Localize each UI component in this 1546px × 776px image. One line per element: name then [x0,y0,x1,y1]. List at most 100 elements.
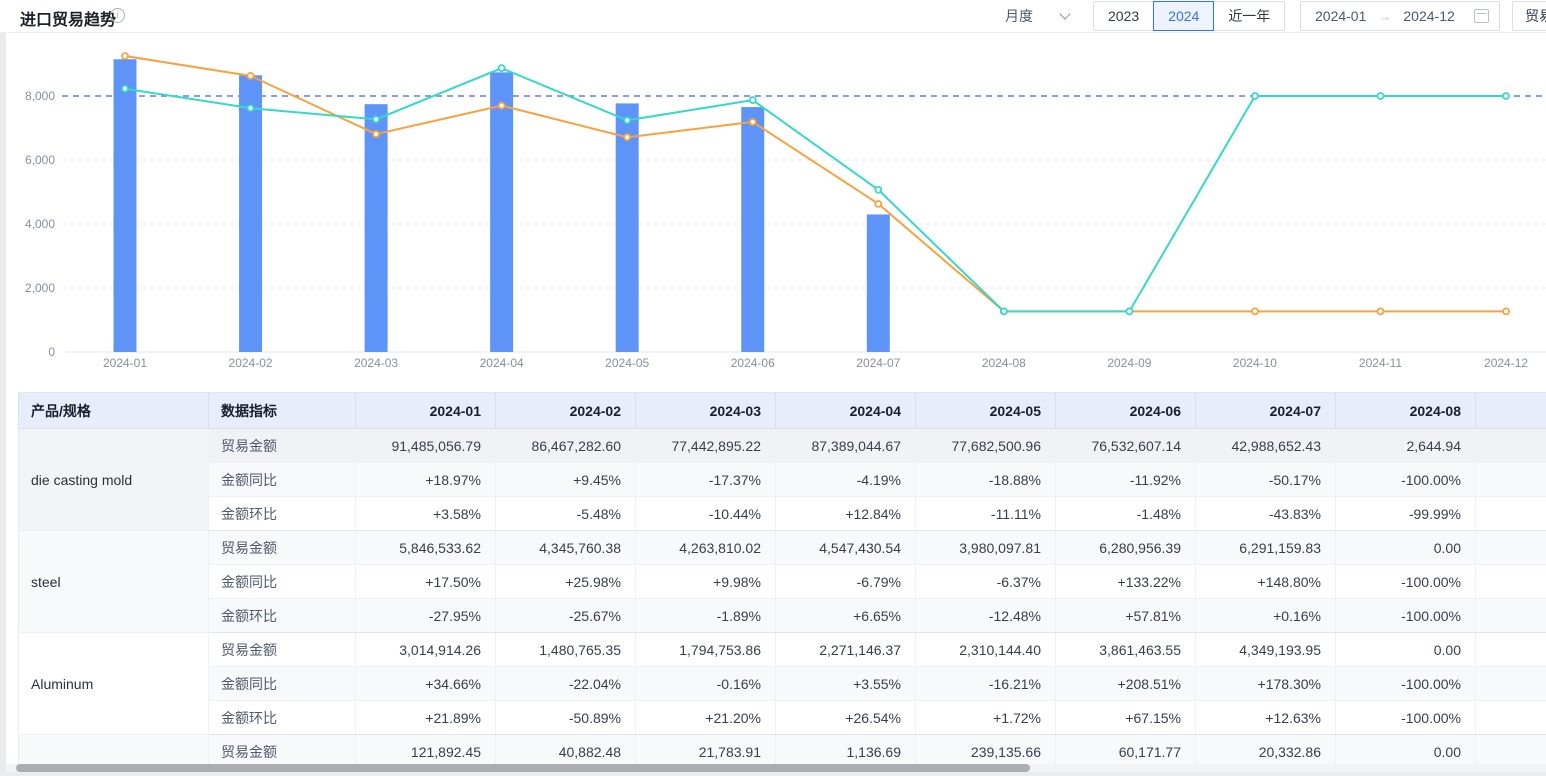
table-cell: 76,532,607.14 [1055,428,1196,463]
date-range-picker[interactable]: 2024-01 → 2024-12 [1300,1,1500,31]
chevron-down-icon [1059,8,1071,20]
table-cell: +1.72% [915,700,1056,735]
table-cell: -5.48% [495,496,636,531]
line-teal-point [1502,92,1510,100]
table-cell: +67.15% [1055,700,1196,735]
table-cell: -6.79% [775,564,916,599]
table-row: 金额环比 +21.89% -50.89% +21.20% +26.54% +1.72% +6… [19,700,1546,735]
chart-canvas: 0 2,000 4,000 6,000 8,000 2024-01 2024-02 2024-… [25,52,1546,370]
trend-chart: 0 2,000 4,000 6,000 8,000 2024-01 2024-02 2024-… [0,33,1546,381]
table-cell-empty [1475,666,1546,701]
table-row: 金额同比 +17.50% +25.98% +9.98% -6.79% -6.37% +133… [19,564,1546,599]
product-name: steel [18,530,209,633]
y-tick-label: 8,000 [25,89,55,103]
y-tick-label: 6,000 [25,153,55,167]
line-orange-point [1376,307,1385,316]
table-cell: 77,682,500.96 [915,428,1056,463]
line-teal-point [623,116,632,125]
column-header-partial [1475,392,1546,429]
table-cell: -1.89% [635,598,776,633]
period-select-value: 月度 [1005,8,1033,24]
info-icon[interactable]: i [110,8,125,23]
line-orange-point [1502,307,1510,316]
column-header-product: 产品/规格 [18,392,209,429]
table-cell: 239,135.66 [915,734,1056,764]
table-cell: -100.00% [1335,666,1476,701]
line-teal-point [874,185,883,194]
table-cell: -27.95% [355,598,496,633]
table-cell: +178.30% [1195,666,1336,701]
table-cell: +21.89% [355,700,496,735]
table-cell: +18.97% [355,462,496,497]
x-tick-label: 2024-07 [856,356,900,370]
range-button-2024[interactable]: 2024 [1153,1,1215,31]
y-tick-label: 2,000 [25,281,55,295]
x-tick-label: 2024-01 [103,356,147,370]
horizontal-scrollbar-thumb[interactable] [16,764,1030,772]
table-cell: 0.00 [1335,734,1476,764]
metric-label: 金额同比 [208,666,356,701]
metric-label: 贸易金额 [208,734,356,764]
table-cell: +208.51% [1055,666,1196,701]
table-header-row: 产品/规格 数据指标 2024-01 2024-02 2024-03 2024-04 202… [18,392,1546,429]
table-cell: +3.55% [775,666,916,701]
line-orange-point [1251,307,1259,316]
table-cell: +57.81% [1055,598,1196,633]
table-cell: +25.98% [495,564,636,599]
table-cell: -22.04% [495,666,636,701]
line-orange-point [497,101,506,110]
table-cell: 86,467,282.60 [495,428,636,463]
table-cell: +9.45% [495,462,636,497]
column-header-month: 2024-08 [1335,392,1476,429]
line-orange-point [623,133,632,142]
table-cell: -100.00% [1335,564,1476,599]
product-name: Aluminum [18,632,209,735]
line-teal-point [497,64,506,73]
table-cell: +21.20% [635,700,776,735]
table-cell: 0.00 [1335,530,1476,565]
table-cell: 2,644.94 [1335,428,1476,463]
table-cell: -50.17% [1195,462,1336,497]
table-cell: 42,988,652.43 [1195,428,1336,463]
table-cell: 4,345,760.38 [495,530,636,565]
period-select[interactable]: 月度 [1005,2,1071,30]
table-cell-empty [1475,700,1546,735]
table-cell: -6.37% [915,564,1056,599]
x-tick-label: 2024-06 [731,356,775,370]
table-cell: -100.00% [1335,462,1476,497]
trade-type-button[interactable]: 贸易 [1512,1,1546,31]
table-cell: 1,480,765.35 [495,632,636,667]
table-cell: -11.11% [915,496,1056,531]
table-row: die casting mold 贸易金额 91,485,056.79 86,467,… [18,428,1546,531]
range-button-2023[interactable]: 2023 [1093,1,1155,31]
line-orange-point [748,118,757,126]
calendar-icon [1474,9,1489,23]
table-cell: 3,980,097.81 [915,530,1056,565]
table-cell: -10.44% [635,496,776,531]
table-cell: 3,861,463.55 [1055,632,1196,667]
bar [113,59,137,353]
column-header-month: 2024-05 [915,392,1056,429]
table-row: Aluminum 贸易金额 3,014,914.26 1,480,765.35 1,79… [18,632,1546,735]
table-cell: 5,846,533.62 [355,530,496,565]
x-tick-label: 2024-12 [1484,356,1528,370]
metric-label: 金额环比 [208,598,356,633]
table-row: steel 贸易金额 5,846,533.62 4,345,760.38 4,263,8… [18,530,1546,633]
table-cell: +26.54% [775,700,916,735]
line-orange-point [372,130,381,138]
table-row: 金额环比 -27.95% -25.67% -1.89% +6.65% -12.48% +57… [19,598,1546,633]
table-cell: 6,280,956.39 [1055,530,1196,565]
date-range-start: 2024-01 [1315,8,1367,24]
line-orange [124,55,1507,313]
table-cell: -99.99% [1335,496,1476,531]
table-row: 贸易金额 121,892.45 40,882.48 21,783.91 1,136.69… [18,734,1546,764]
bar [866,214,890,352]
table-cell: +6.65% [775,598,916,633]
table-cell: +133.22% [1055,564,1196,599]
line-teal-point [372,115,381,124]
table-cell: -0.16% [635,666,776,701]
line-teal-point [999,307,1008,316]
bar [364,104,388,352]
y-tick-label: 0 [48,345,55,359]
range-button-recent-year[interactable]: 近一年 [1213,1,1286,31]
